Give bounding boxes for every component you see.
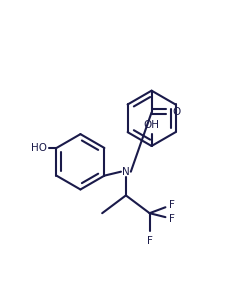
Text: F: F [147,236,153,246]
Text: F: F [169,214,175,224]
Text: N: N [122,167,130,177]
Text: HO: HO [31,143,47,153]
Text: OH: OH [144,120,160,130]
Text: O: O [172,107,181,117]
Text: F: F [169,200,175,210]
